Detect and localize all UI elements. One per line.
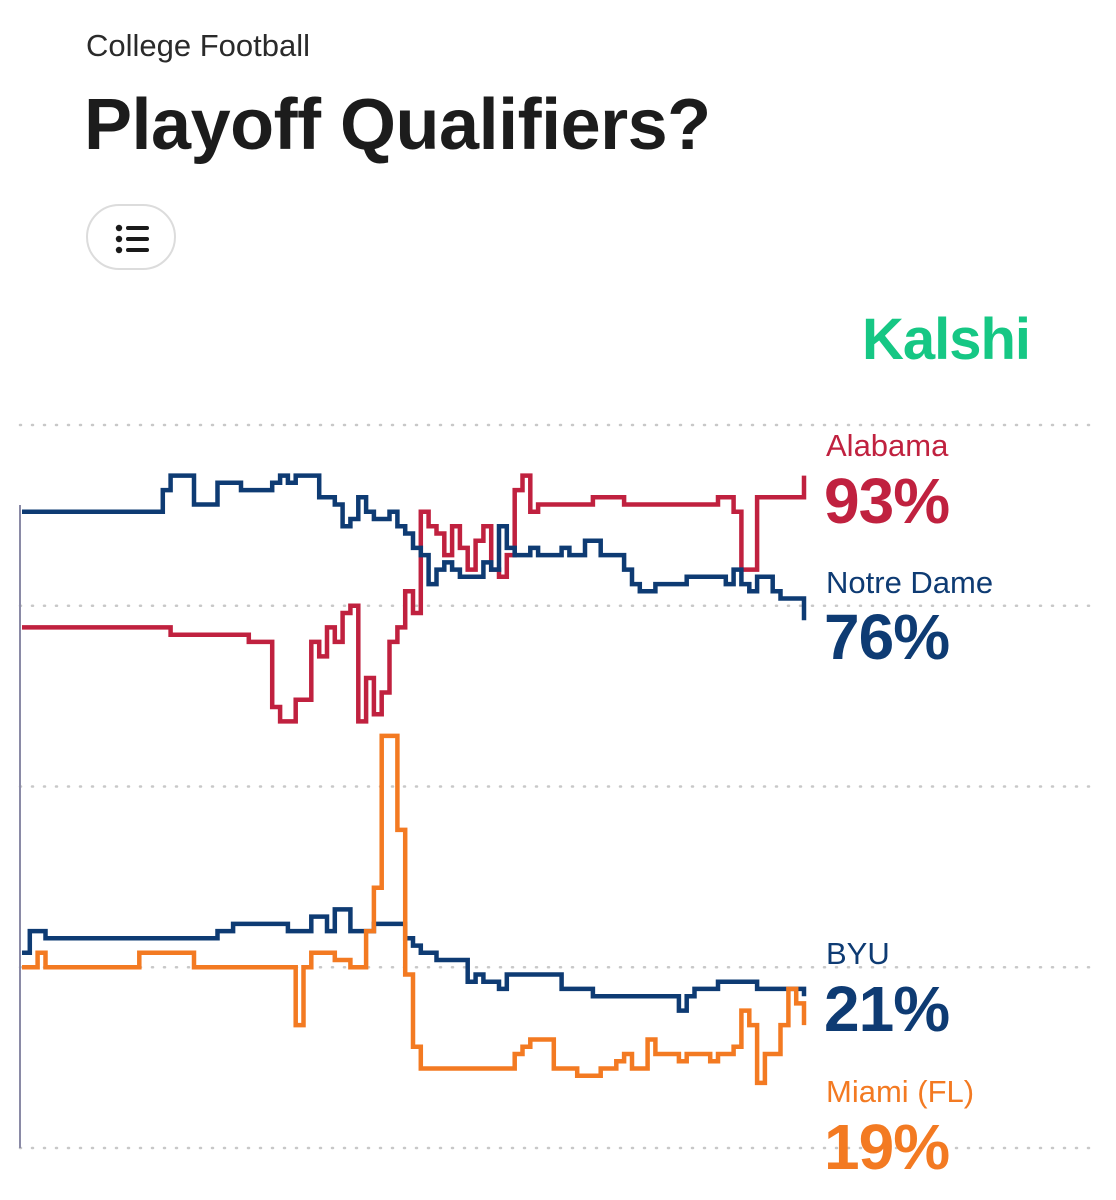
legend-value-byu: 21% (824, 973, 950, 1045)
series-line-miami-fl (22, 733, 807, 1086)
brand-logo: Kalshi (861, 307, 1031, 372)
series-line-byu (22, 907, 807, 1013)
legend-value-notre-dame: 76% (824, 601, 950, 673)
legend-value-miami: 19% (824, 1111, 950, 1183)
category-label: College Football (86, 28, 311, 63)
legend-name-miami: Miami (FL) (826, 1074, 975, 1109)
page-title: Playoff Qualifiers? (84, 85, 711, 165)
legend-value-alabama: 93% (824, 465, 950, 537)
legend-name-alabama: Alabama (826, 428, 949, 463)
list-view-button[interactable] (86, 204, 176, 270)
list-icon (115, 224, 149, 254)
series-line-alabama (22, 473, 807, 724)
legend-name-byu: BYU (826, 936, 890, 971)
chart-series (22, 473, 807, 1086)
series-line-notre-dame (22, 473, 807, 621)
legend-name-notre-dame: Notre Dame (826, 565, 994, 600)
